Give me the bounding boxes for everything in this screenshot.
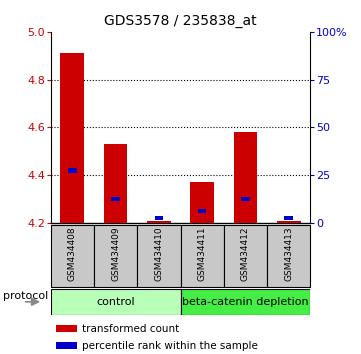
Bar (111, 197, 120, 201)
Bar (104, 144, 127, 223)
Bar (224, 225, 267, 287)
Bar (284, 216, 293, 221)
Bar (51, 289, 180, 315)
Text: GSM434413: GSM434413 (284, 227, 293, 281)
Text: GSM434412: GSM434412 (241, 227, 250, 281)
Bar (180, 225, 224, 287)
Bar (94, 225, 137, 287)
Bar (155, 216, 163, 221)
Text: GSM434410: GSM434410 (155, 227, 163, 281)
Bar (51, 225, 94, 287)
Bar (147, 221, 171, 223)
Bar (180, 289, 310, 315)
Bar (190, 182, 214, 223)
Text: protocol: protocol (3, 291, 48, 301)
Text: GSM434408: GSM434408 (68, 227, 77, 281)
Bar (68, 168, 77, 173)
Text: control: control (96, 297, 135, 307)
Bar (267, 225, 310, 287)
Title: GDS3578 / 235838_at: GDS3578 / 235838_at (104, 14, 257, 28)
Bar (234, 132, 257, 223)
Bar (137, 225, 180, 287)
Text: GSM434409: GSM434409 (111, 227, 120, 281)
Bar (60, 53, 84, 223)
Bar (241, 197, 250, 201)
Bar (198, 209, 206, 213)
Text: percentile rank within the sample: percentile rank within the sample (82, 341, 258, 350)
Bar (277, 221, 301, 223)
Text: transformed count: transformed count (82, 324, 179, 333)
Text: GSM434411: GSM434411 (198, 227, 206, 281)
Text: beta-catenin depletion: beta-catenin depletion (182, 297, 309, 307)
Bar (56, 325, 77, 332)
Bar (56, 342, 77, 349)
